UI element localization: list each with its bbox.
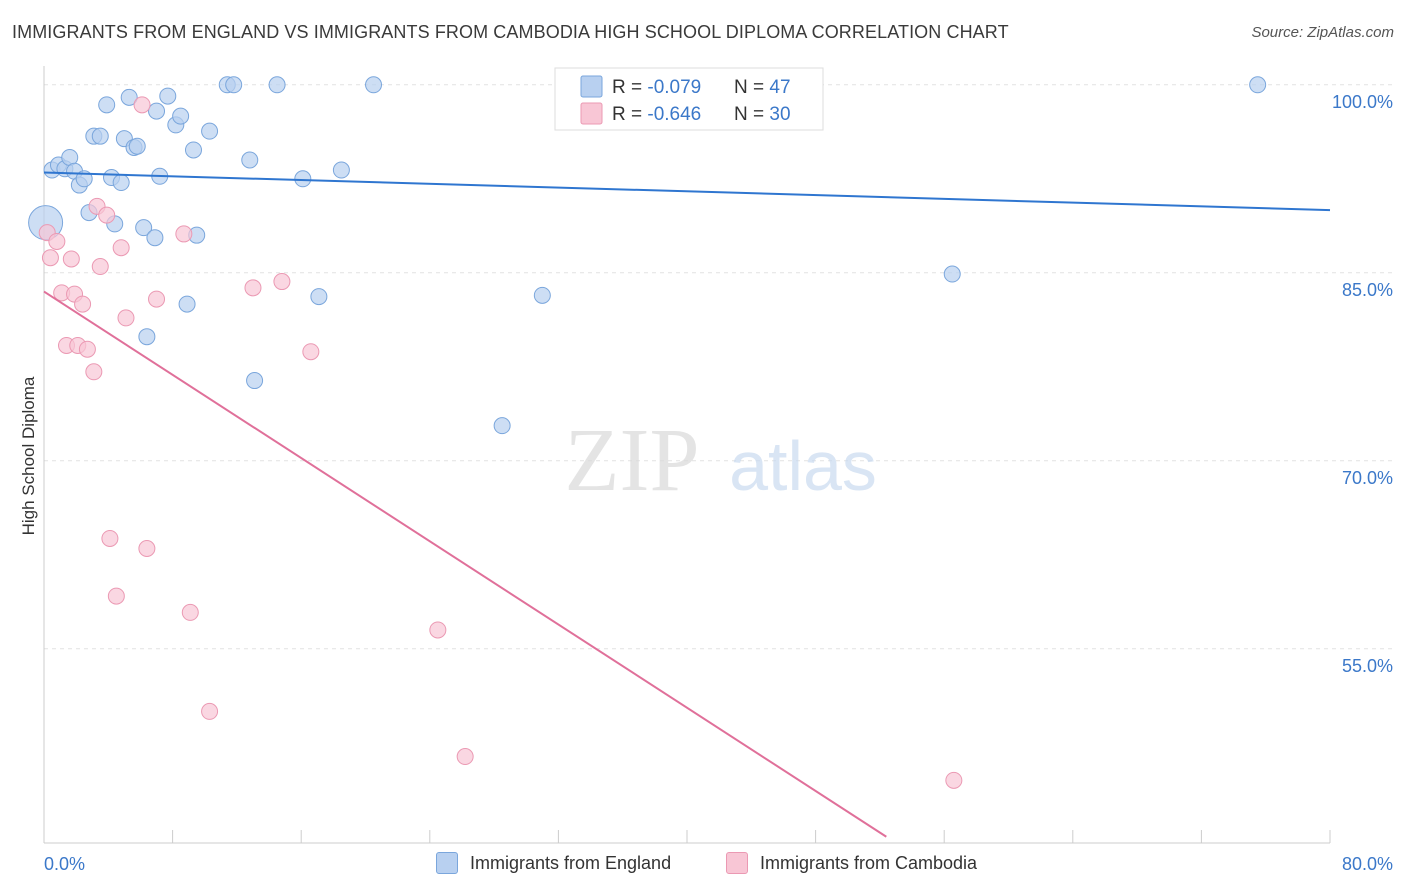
legend-r-value-1: -0.079 xyxy=(647,77,701,98)
cambodia-point xyxy=(78,340,96,358)
svg-text:R = -0.079: R = -0.079 xyxy=(612,77,701,98)
england-point xyxy=(178,295,196,313)
england-point xyxy=(225,76,243,94)
cambodia-point xyxy=(201,702,219,720)
england-point xyxy=(493,417,511,435)
svg-text:N = 47: N = 47 xyxy=(734,77,791,98)
legend-r-value-2: -0.646 xyxy=(647,104,701,125)
cambodia-point xyxy=(302,343,320,361)
england-point xyxy=(268,76,286,94)
cambodia-point xyxy=(41,249,59,267)
cambodia-point xyxy=(181,603,199,621)
y-tick-label: 100.0% xyxy=(1332,92,1393,112)
legend-swatch-england xyxy=(580,75,603,98)
england-point xyxy=(241,151,259,169)
trend-lines xyxy=(43,171,1331,838)
legend-item-cambodia[interactable]: Immigrants from Cambodia xyxy=(726,852,977,874)
cambodia-point xyxy=(175,225,193,243)
england-trend-line xyxy=(43,171,1331,212)
stats-legend: R = -0.079 N = 47 R = -0.646 N = 30 xyxy=(554,67,824,131)
cambodia-point xyxy=(48,232,66,250)
cambodia-point xyxy=(62,250,80,268)
england-point xyxy=(310,288,328,306)
y-tick-label: 85.0% xyxy=(1342,280,1393,300)
cambodia-point xyxy=(107,587,125,605)
legend-swatch-cambodia-bottom xyxy=(726,852,748,874)
axes xyxy=(43,66,1331,844)
legend-swatch-cambodia xyxy=(580,102,603,125)
chart-title: IMMIGRANTS FROM ENGLAND VS IMMIGRANTS FR… xyxy=(12,22,1009,42)
england-point xyxy=(246,372,264,390)
england-point xyxy=(294,170,312,188)
england-point xyxy=(943,265,961,283)
legend-r-label-2: R = xyxy=(612,104,647,125)
cambodia-point xyxy=(456,748,474,766)
x-tick-label: 80.0% xyxy=(1342,854,1393,874)
watermark-zip: ZIP xyxy=(565,411,700,510)
cambodia-point xyxy=(273,273,291,291)
cambodia-point xyxy=(148,290,166,308)
y-tick-label: 55.0% xyxy=(1342,656,1393,676)
england-point xyxy=(148,102,166,120)
cambodia-point xyxy=(101,529,119,547)
cambodia-point xyxy=(85,363,103,381)
england-point xyxy=(1249,76,1267,94)
source-label: Source: ZipAtlas.com xyxy=(1251,24,1394,41)
england-point xyxy=(120,88,138,106)
england-point xyxy=(128,137,146,155)
svg-text:N = 30: N = 30 xyxy=(734,104,791,125)
watermark-atlas: atlas xyxy=(729,427,877,505)
england-point xyxy=(138,328,156,346)
legend-n-label-2: N = xyxy=(734,104,769,125)
legend-label-england: Immigrants from England xyxy=(470,852,672,873)
x-tick-labels: 0.0% 80.0% xyxy=(44,854,1393,874)
legend-n-value-2: 30 xyxy=(769,104,790,125)
x-tick-label: 0.0% xyxy=(44,854,85,874)
england-point xyxy=(365,76,383,94)
cambodia-point xyxy=(112,239,130,257)
gridlines xyxy=(44,84,1392,650)
y-tick-label: 70.0% xyxy=(1342,468,1393,488)
legend-label-cambodia: Immigrants from Cambodia xyxy=(760,852,978,873)
svg-text:R = -0.646: R = -0.646 xyxy=(612,104,701,125)
legend-n-value-1: 47 xyxy=(769,77,790,98)
england-point xyxy=(184,141,202,159)
england-point xyxy=(112,174,130,192)
cambodia-point xyxy=(429,621,447,639)
cambodia-point xyxy=(945,771,963,789)
england-point xyxy=(172,107,190,125)
england-point xyxy=(91,127,109,145)
england-point xyxy=(533,286,551,304)
y-tick-labels: 100.0% 85.0% 70.0% 55.0% xyxy=(1332,92,1393,676)
legend-item-england[interactable]: Immigrants from England xyxy=(436,852,671,874)
england-point xyxy=(332,161,350,179)
cambodia-point xyxy=(98,206,116,224)
cambodia-point xyxy=(91,258,109,276)
legend-swatch-england-bottom xyxy=(436,852,458,874)
england-point xyxy=(201,122,219,140)
cambodia-point xyxy=(244,279,262,297)
england-point xyxy=(135,219,153,237)
cambodia-point xyxy=(117,309,135,327)
legend-n-label-1: N = xyxy=(734,77,769,98)
y-axis-label: High School Diploma xyxy=(19,376,38,535)
england-point xyxy=(159,87,177,105)
england-point xyxy=(98,96,116,114)
cambodia-trend-line xyxy=(43,290,887,838)
england-point xyxy=(146,229,164,247)
cambodia-point xyxy=(74,295,92,313)
cambodia-point xyxy=(138,539,156,557)
data-points xyxy=(28,76,1267,789)
cambodia-point xyxy=(133,96,151,114)
legend-r-label-1: R = xyxy=(612,77,647,98)
